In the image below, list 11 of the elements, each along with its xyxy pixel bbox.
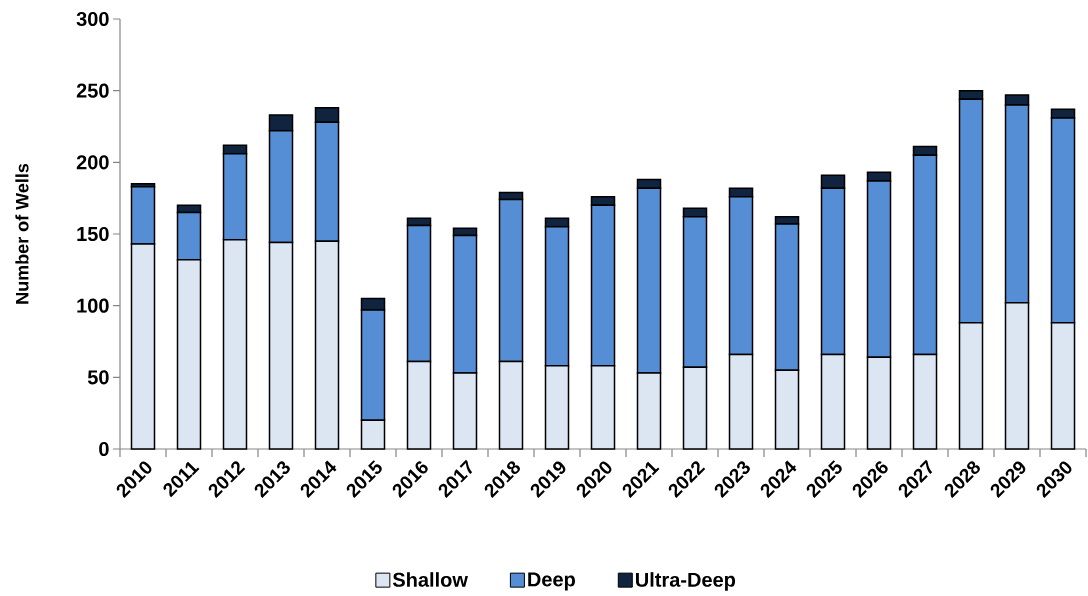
y-tick-label: 100 bbox=[77, 298, 109, 313]
legend-label: Shallow bbox=[392, 572, 468, 587]
y-tick-label: 200 bbox=[76, 155, 109, 170]
y-tick-label: 50 bbox=[87, 370, 109, 385]
legend-label: Deep bbox=[528, 572, 575, 591]
y-axis-title: Number of Wells bbox=[15, 163, 29, 304]
y-tick-label: 150 bbox=[77, 226, 109, 242]
y-tick-label: 250 bbox=[76, 83, 109, 98]
y-tick-label: 0 bbox=[99, 441, 109, 457]
y-tick-label: 300 bbox=[76, 11, 109, 27]
legend-label: Ultra-Deep bbox=[635, 572, 736, 591]
